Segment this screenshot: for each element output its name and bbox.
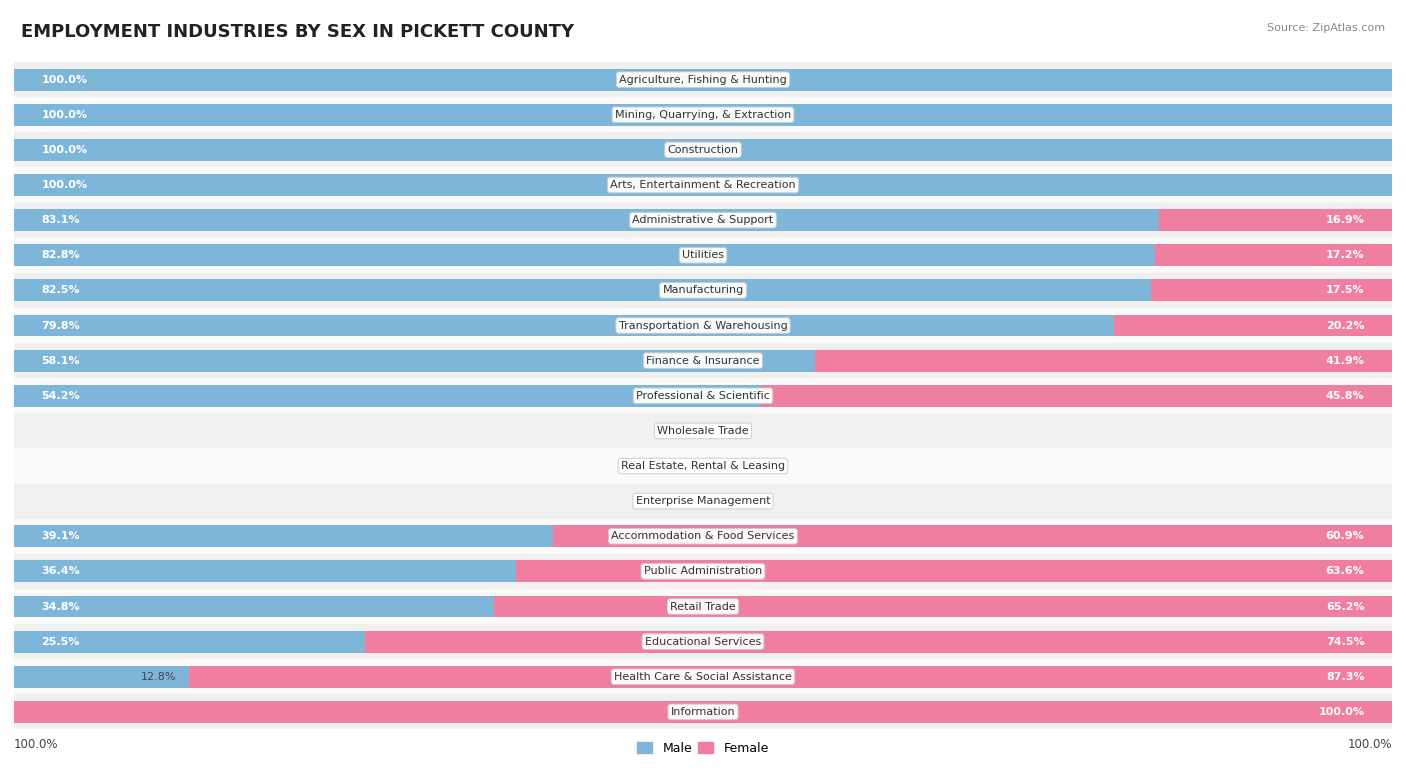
Bar: [14, 449, 1392, 483]
Bar: [188, 666, 1392, 688]
Text: Arts, Entertainment & Recreation: Arts, Entertainment & Recreation: [610, 180, 796, 190]
Bar: [14, 701, 1392, 722]
Bar: [1159, 210, 1392, 231]
Bar: [14, 244, 1154, 266]
Text: Utilities: Utilities: [682, 251, 724, 260]
Text: EMPLOYMENT INDUSTRIES BY SEX IN PICKETT COUNTY: EMPLOYMENT INDUSTRIES BY SEX IN PICKETT …: [21, 23, 574, 41]
Bar: [14, 139, 1392, 161]
Bar: [14, 97, 1392, 133]
Bar: [14, 168, 1392, 203]
Bar: [14, 133, 1392, 168]
Bar: [814, 350, 1392, 372]
Text: Wholesale Trade: Wholesale Trade: [657, 426, 749, 436]
Bar: [14, 308, 1392, 343]
Text: 79.8%: 79.8%: [42, 320, 80, 331]
Bar: [494, 596, 1392, 618]
Bar: [14, 414, 1392, 449]
Bar: [14, 279, 1152, 301]
Bar: [14, 596, 494, 618]
Text: 100.0%: 100.0%: [42, 74, 87, 85]
Bar: [14, 69, 1392, 91]
Bar: [14, 560, 516, 582]
Legend: Male, Female: Male, Female: [633, 737, 773, 760]
Bar: [14, 378, 1392, 414]
Text: 100.0%: 100.0%: [42, 145, 87, 155]
Text: Accommodation & Food Services: Accommodation & Food Services: [612, 532, 794, 541]
Text: 45.8%: 45.8%: [1326, 391, 1364, 400]
Text: Manufacturing: Manufacturing: [662, 286, 744, 296]
Text: 74.5%: 74.5%: [1326, 636, 1364, 646]
Bar: [14, 554, 1392, 589]
Text: 12.8%: 12.8%: [141, 672, 177, 682]
Bar: [14, 631, 366, 653]
Text: Finance & Insurance: Finance & Insurance: [647, 355, 759, 365]
Text: 100.0%: 100.0%: [1347, 738, 1392, 751]
Bar: [1114, 314, 1392, 337]
Bar: [14, 174, 1392, 196]
Text: Source: ZipAtlas.com: Source: ZipAtlas.com: [1267, 23, 1385, 33]
Text: Professional & Scientific: Professional & Scientific: [636, 391, 770, 400]
Text: 54.2%: 54.2%: [42, 391, 80, 400]
Bar: [14, 350, 814, 372]
Bar: [14, 659, 1392, 695]
Text: 100.0%: 100.0%: [14, 738, 59, 751]
Bar: [14, 385, 761, 407]
Text: 25.5%: 25.5%: [42, 636, 80, 646]
Bar: [366, 631, 1392, 653]
Bar: [14, 104, 1392, 126]
Bar: [14, 624, 1392, 659]
Text: 39.1%: 39.1%: [42, 532, 80, 541]
Text: 36.4%: 36.4%: [42, 566, 80, 577]
Text: 83.1%: 83.1%: [42, 215, 80, 225]
Text: Information: Information: [671, 707, 735, 717]
Text: Health Care & Social Assistance: Health Care & Social Assistance: [614, 672, 792, 682]
Text: Enterprise Management: Enterprise Management: [636, 496, 770, 506]
Text: 17.5%: 17.5%: [1326, 286, 1364, 296]
Text: Agriculture, Fishing & Hunting: Agriculture, Fishing & Hunting: [619, 74, 787, 85]
Bar: [14, 203, 1392, 237]
Text: 82.8%: 82.8%: [42, 251, 80, 260]
Bar: [1152, 279, 1392, 301]
Bar: [553, 525, 1392, 547]
Bar: [14, 483, 1392, 518]
Bar: [14, 343, 1392, 378]
Text: 34.8%: 34.8%: [42, 601, 80, 611]
Text: 58.1%: 58.1%: [42, 355, 80, 365]
Text: 87.3%: 87.3%: [1326, 672, 1364, 682]
Bar: [14, 518, 1392, 554]
Text: 20.2%: 20.2%: [1326, 320, 1364, 331]
Text: Administrative & Support: Administrative & Support: [633, 215, 773, 225]
Bar: [14, 62, 1392, 97]
Text: 100.0%: 100.0%: [42, 180, 87, 190]
Text: 100.0%: 100.0%: [42, 109, 87, 120]
Bar: [516, 560, 1392, 582]
Bar: [14, 314, 1114, 337]
Bar: [1154, 244, 1392, 266]
Text: Retail Trade: Retail Trade: [671, 601, 735, 611]
Bar: [14, 210, 1159, 231]
Bar: [14, 589, 1392, 624]
Text: Mining, Quarrying, & Extraction: Mining, Quarrying, & Extraction: [614, 109, 792, 120]
Text: 63.6%: 63.6%: [1326, 566, 1364, 577]
Text: Real Estate, Rental & Leasing: Real Estate, Rental & Leasing: [621, 461, 785, 471]
Text: 41.9%: 41.9%: [1326, 355, 1364, 365]
Text: 100.0%: 100.0%: [1319, 707, 1364, 717]
Text: 82.5%: 82.5%: [42, 286, 80, 296]
Text: Educational Services: Educational Services: [645, 636, 761, 646]
Bar: [14, 666, 190, 688]
Text: 16.9%: 16.9%: [1326, 215, 1364, 225]
Text: 65.2%: 65.2%: [1326, 601, 1364, 611]
Bar: [14, 525, 553, 547]
Bar: [761, 385, 1392, 407]
Text: Transportation & Warehousing: Transportation & Warehousing: [619, 320, 787, 331]
Bar: [14, 695, 1392, 729]
Text: 60.9%: 60.9%: [1326, 532, 1364, 541]
Text: 17.2%: 17.2%: [1326, 251, 1364, 260]
Text: Construction: Construction: [668, 145, 738, 155]
Text: Public Administration: Public Administration: [644, 566, 762, 577]
Bar: [14, 273, 1392, 308]
Bar: [14, 237, 1392, 273]
